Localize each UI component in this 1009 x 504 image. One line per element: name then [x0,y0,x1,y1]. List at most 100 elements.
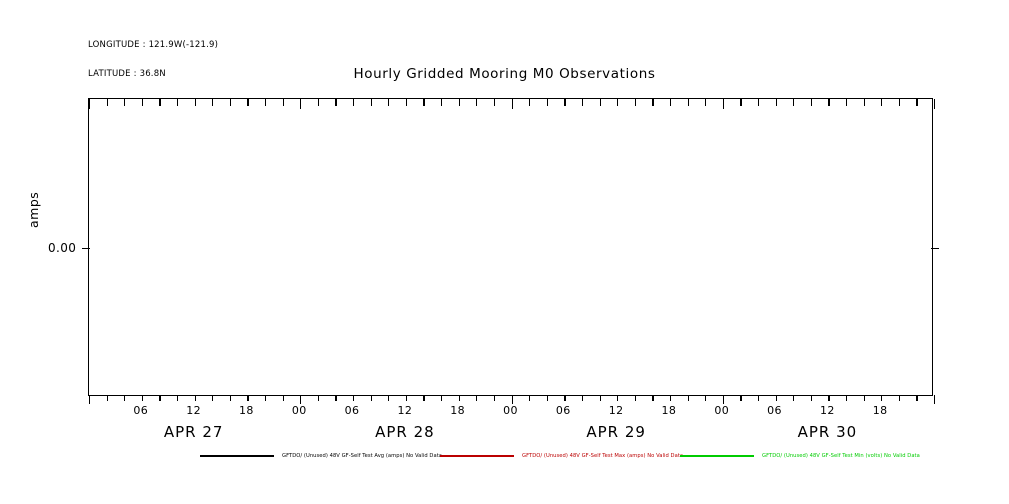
axis-tick [934,395,936,404]
axis-tick [370,99,372,106]
x-axis-hour-tick-label: 06 [555,404,571,417]
axis-tick [757,395,760,401]
axis-tick [546,99,548,106]
axis-tick [810,99,812,106]
legend-line-swatch [200,455,274,457]
axis-tick [317,395,320,401]
legend-entry[interactable]: GFTDO/ (Unused) 48V GF-Self Test Avg (am… [200,449,442,463]
axis-tick [458,395,460,401]
plot-area [82,98,939,404]
axis-tick [159,395,161,401]
x-axis-hour-tick-label: 18 [872,404,888,417]
axis-tick [617,99,619,106]
axis-tick [317,99,320,106]
axis-tick [476,395,478,401]
axis-tick [89,99,91,109]
axis-tick [775,99,777,106]
axis-tick [916,99,918,106]
axis-tick [881,99,883,106]
axis-tick [863,99,865,106]
axis-tick [581,395,584,401]
axis-tick [177,395,179,401]
axis-tick [141,99,143,106]
axis-tick [757,99,760,106]
axis-tick [845,395,848,401]
axis-tick [634,395,636,401]
axis-tick [793,395,795,401]
axis-tick [229,99,232,106]
axis-tick [652,395,654,401]
y-axis-tick-right [931,248,939,250]
axis-tick [669,99,672,106]
axis-tick [353,395,355,401]
x-axis-hour-tick-label: 06 [133,404,149,417]
axis-tick [775,395,777,401]
y-axis-tick-label: 0.00 [48,241,77,255]
x-axis-hour-tick-label: 12 [608,404,624,417]
axis-tick [141,395,143,401]
legend-label: GFTDO/ (Unused) 48V GF-Self Test Min (vo… [762,453,920,459]
axis-tick [705,99,707,106]
metadata-longitude: LONGITUDE : 121.9W(-121.9) [88,40,219,51]
legend-label: GFTDO/ (Unused) 48V GF-Self Test Avg (am… [282,453,443,459]
axis-tick [493,395,496,401]
axis-tick [405,99,408,106]
axis-tick [599,99,601,106]
axis-tick [669,395,672,401]
metadata-latitude: LATITUDE : 36.8N [88,68,166,79]
x-axis-hour-tick-label: 12 [819,404,835,417]
axis-tick [159,99,161,106]
axis-tick [441,395,443,401]
axis-tick [529,99,531,106]
axis-tick [740,99,742,106]
axis-tick [423,99,425,106]
axis-tick [722,395,724,404]
axis-tick [581,99,584,106]
x-axis-hour-tick-label: 06 [344,404,360,417]
x-axis-hour-tick-label: 18 [661,404,677,417]
axis-tick [300,395,302,404]
x-axis-date-labels: APR 27 APR 28 APR 29 APR 30 [88,423,933,443]
axis-tick [722,99,724,109]
axis-tick [265,99,267,106]
axis-tick [793,99,795,106]
axis-tick [845,99,848,106]
axis-tick [388,99,390,106]
axis-tick [423,395,425,401]
axis-tick [247,395,249,401]
x-axis-hour-tick-label: 12 [186,404,202,417]
axis-tick [828,395,830,401]
y-axis-tick-left [82,248,90,250]
y-axis-label: amps [26,191,41,228]
axis-tick [370,395,372,401]
legend-line-swatch [440,455,514,457]
axis-tick [810,395,812,401]
axis-tick [300,99,302,109]
x-axis-hour-tick-label: 00 [714,404,730,417]
axis-tick [106,99,108,106]
axis-tick [212,99,214,106]
axis-tick [828,99,830,106]
axis-tick [124,99,126,106]
axis-tick [934,99,936,109]
axis-tick [335,395,337,401]
legend-entry[interactable]: GFTDO/ (Unused) 48V GF-Self Test Min (vo… [680,449,920,463]
axis-tick [687,99,689,106]
axis-tick [89,395,91,404]
axis-tick [898,395,900,401]
axis-tick [687,395,689,401]
axis-tick [194,395,196,401]
legend-entry[interactable]: GFTDO/ (Unused) 48V GF-Self Test Max (am… [440,449,683,463]
axis-tick [916,395,918,401]
axis-tick [177,99,179,106]
axis-tick [335,99,337,106]
axis-tick [634,99,636,106]
x-axis-hour-tick-label: 06 [767,404,782,417]
legend-label: GFTDO/ (Unused) 48V GF-Self Test Max (am… [522,453,684,459]
axis-tick [564,395,566,401]
chart-legend: GFTDO/ (Unused) 48V GF-Self Test Avg (am… [0,449,1009,465]
axis-tick [441,99,443,106]
axis-tick [282,99,284,106]
x-axis-hour-tick-label: 18 [450,404,466,417]
axis-tick [564,99,566,106]
